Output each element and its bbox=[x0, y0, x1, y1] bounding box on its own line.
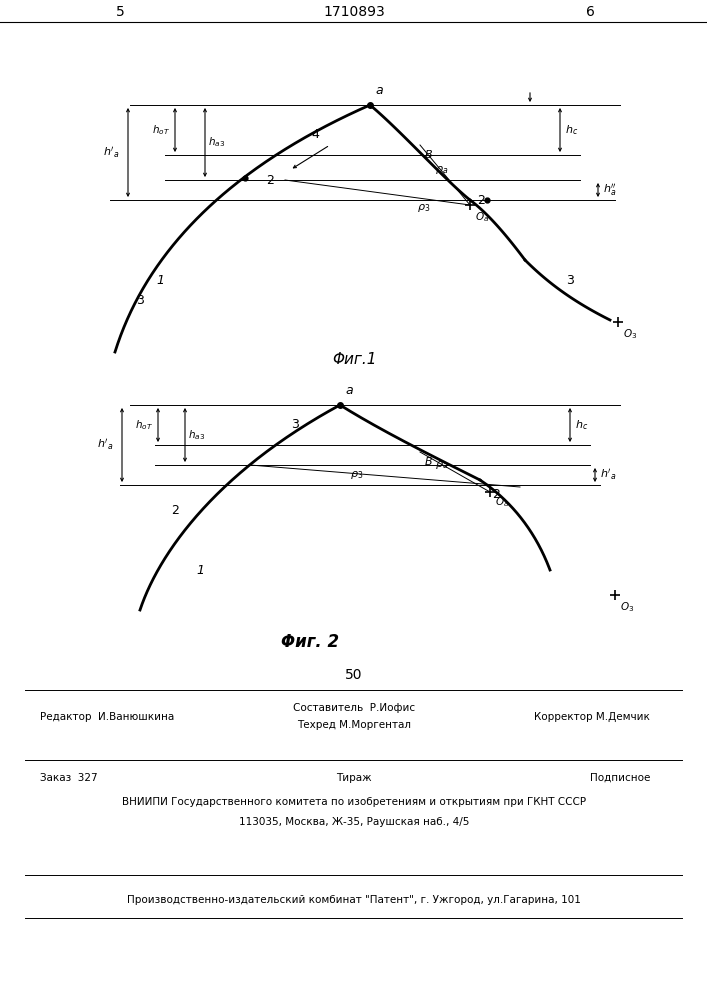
Text: 2: 2 bbox=[492, 488, 500, 502]
Text: Техред М.Моргентал: Техред М.Моргентал bbox=[297, 720, 411, 730]
Text: 2: 2 bbox=[477, 194, 485, 207]
Text: $\rho_a$: $\rho_a$ bbox=[435, 164, 448, 176]
Text: 1710893: 1710893 bbox=[323, 5, 385, 19]
Text: $O_a$: $O_a$ bbox=[475, 210, 489, 224]
Text: Корректор М.Демчик: Корректор М.Демчик bbox=[534, 712, 650, 722]
Text: Составитель  Р.Иофис: Составитель Р.Иофис bbox=[293, 703, 415, 713]
Text: $h'_a$: $h'_a$ bbox=[98, 438, 114, 452]
Text: 3: 3 bbox=[566, 273, 574, 286]
Text: Тираж: Тираж bbox=[337, 773, 372, 783]
Text: $\rho_a$: $\rho_a$ bbox=[435, 459, 448, 471]
Text: $h_{oT}$: $h_{oT}$ bbox=[135, 418, 153, 432]
Text: $h_c$: $h_c$ bbox=[575, 418, 588, 432]
Text: 1: 1 bbox=[156, 273, 164, 286]
Text: ВНИИПИ Государственного комитета по изобретениям и открытиям при ГКНТ СССР: ВНИИПИ Государственного комитета по изоб… bbox=[122, 797, 586, 807]
Text: $O_3$: $O_3$ bbox=[623, 327, 637, 341]
Text: B: B bbox=[425, 150, 433, 160]
Text: a: a bbox=[345, 384, 353, 397]
Text: Производственно-издательский комбинат "Патент", г. Ужгород, ул.Гагарина, 101: Производственно-издательский комбинат "П… bbox=[127, 895, 581, 905]
Text: B: B bbox=[425, 457, 433, 467]
Text: $h_c$: $h_c$ bbox=[565, 123, 578, 137]
Text: $O_a$: $O_a$ bbox=[495, 495, 509, 509]
Text: Φиг. 2: Φиг. 2 bbox=[281, 633, 339, 651]
Text: 5: 5 bbox=[116, 5, 124, 19]
Text: a: a bbox=[375, 84, 382, 97]
Text: 1: 1 bbox=[196, 564, 204, 576]
Text: $O_3$: $O_3$ bbox=[620, 600, 634, 614]
Text: 3: 3 bbox=[291, 418, 299, 432]
Text: $\rho_3$: $\rho_3$ bbox=[350, 469, 363, 481]
Text: $\rho_3$: $\rho_3$ bbox=[416, 202, 430, 214]
Text: 50: 50 bbox=[345, 668, 363, 682]
Text: $h^{\prime\prime}_a$: $h^{\prime\prime}_a$ bbox=[603, 182, 617, 198]
Text: $h'_a$: $h'_a$ bbox=[600, 468, 617, 482]
Text: 4: 4 bbox=[311, 128, 319, 141]
Text: $h_{oT}$: $h_{oT}$ bbox=[152, 123, 170, 137]
Text: 113035, Москва, Ж-35, Раушская наб., 4/5: 113035, Москва, Ж-35, Раушская наб., 4/5 bbox=[239, 817, 469, 827]
Text: 2: 2 bbox=[266, 174, 274, 186]
Text: $h_{a3}$: $h_{a3}$ bbox=[188, 428, 205, 442]
Text: $h_{a3}$: $h_{a3}$ bbox=[208, 136, 225, 149]
Text: Подписное: Подписное bbox=[590, 773, 650, 783]
Text: 3: 3 bbox=[136, 294, 144, 306]
Text: 6: 6 bbox=[585, 5, 595, 19]
Text: Редактор  И.Ванюшкина: Редактор И.Ванюшкина bbox=[40, 712, 174, 722]
Text: 2: 2 bbox=[171, 504, 179, 516]
Text: Φиг.1: Φиг.1 bbox=[332, 353, 376, 367]
Text: Заказ  327: Заказ 327 bbox=[40, 773, 98, 783]
Text: $h'_a$: $h'_a$ bbox=[103, 145, 120, 160]
